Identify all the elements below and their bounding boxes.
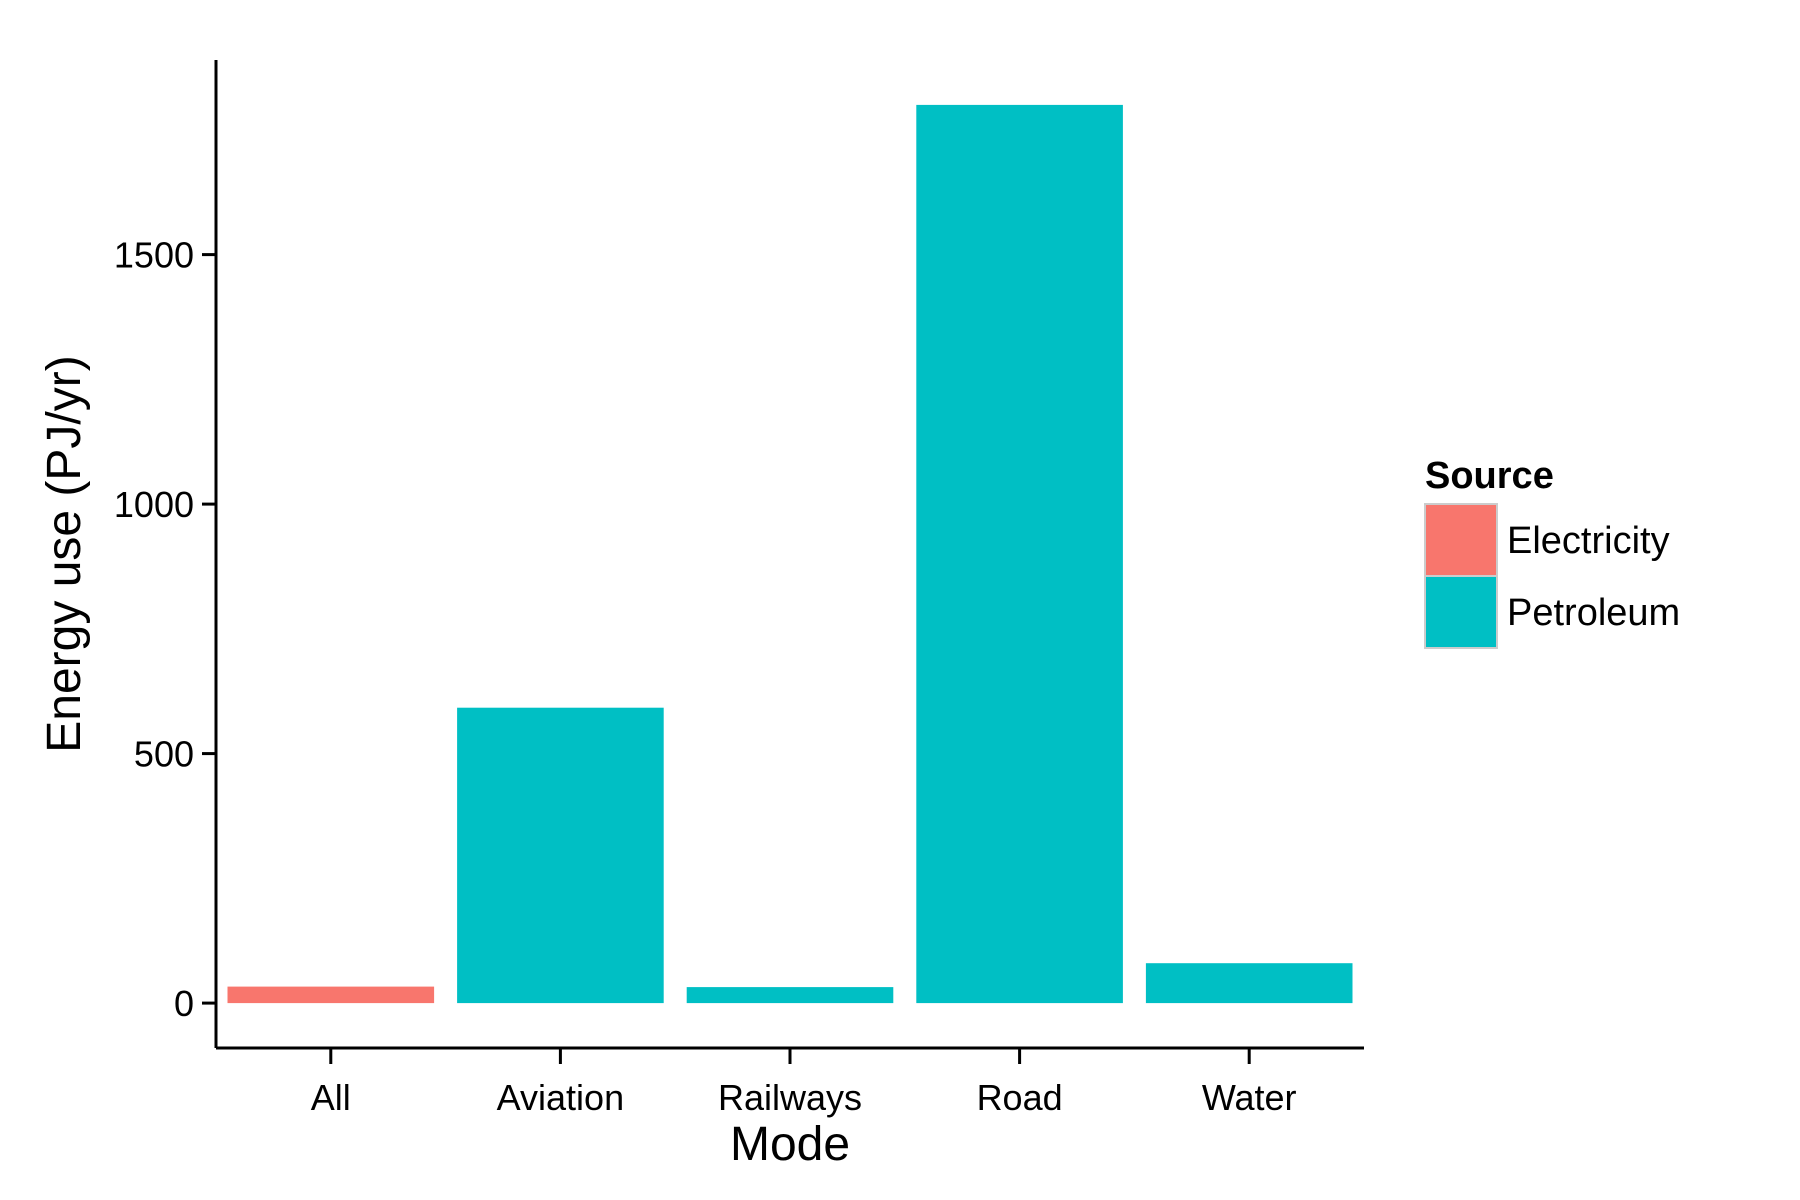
x-tick-label: Water bbox=[1202, 1077, 1297, 1118]
y-tick-label: 1500 bbox=[114, 235, 194, 276]
legend: Source Electricity Petroleum bbox=[1424, 455, 1680, 649]
x-tick-label: Road bbox=[977, 1077, 1063, 1118]
bar-railways bbox=[686, 987, 894, 1004]
y-tick-label: 500 bbox=[134, 734, 194, 775]
bar-all bbox=[227, 986, 435, 1004]
axes-group bbox=[214, 60, 1364, 1050]
legend-key-petroleum bbox=[1424, 575, 1498, 649]
x-tick-label: Aviation bbox=[497, 1077, 624, 1118]
legend-key-electricity bbox=[1424, 503, 1498, 577]
y-tick-label: 1000 bbox=[114, 484, 194, 525]
bar-water bbox=[1145, 963, 1353, 1004]
legend-label-petroleum: Petroleum bbox=[1507, 592, 1680, 634]
y-ticks-group: 0 500 1000 1500 bbox=[114, 235, 216, 1024]
bar-road bbox=[916, 104, 1123, 1004]
x-tick-label: All bbox=[311, 1077, 351, 1118]
x-axis-title: Mode bbox=[730, 1118, 850, 1171]
legend-title: Source bbox=[1425, 455, 1554, 497]
y-axis-title: Energy use (PJ/yr) bbox=[38, 355, 91, 752]
bar-aviation bbox=[457, 707, 664, 1004]
x-tick-label: Railways bbox=[718, 1077, 862, 1118]
x-ticks-group: All Aviation Railways Road Water bbox=[311, 1048, 1297, 1118]
legend-label-electricity: Electricity bbox=[1507, 520, 1670, 562]
y-tick-label: 0 bbox=[174, 983, 194, 1024]
bars-group bbox=[227, 104, 1353, 1004]
